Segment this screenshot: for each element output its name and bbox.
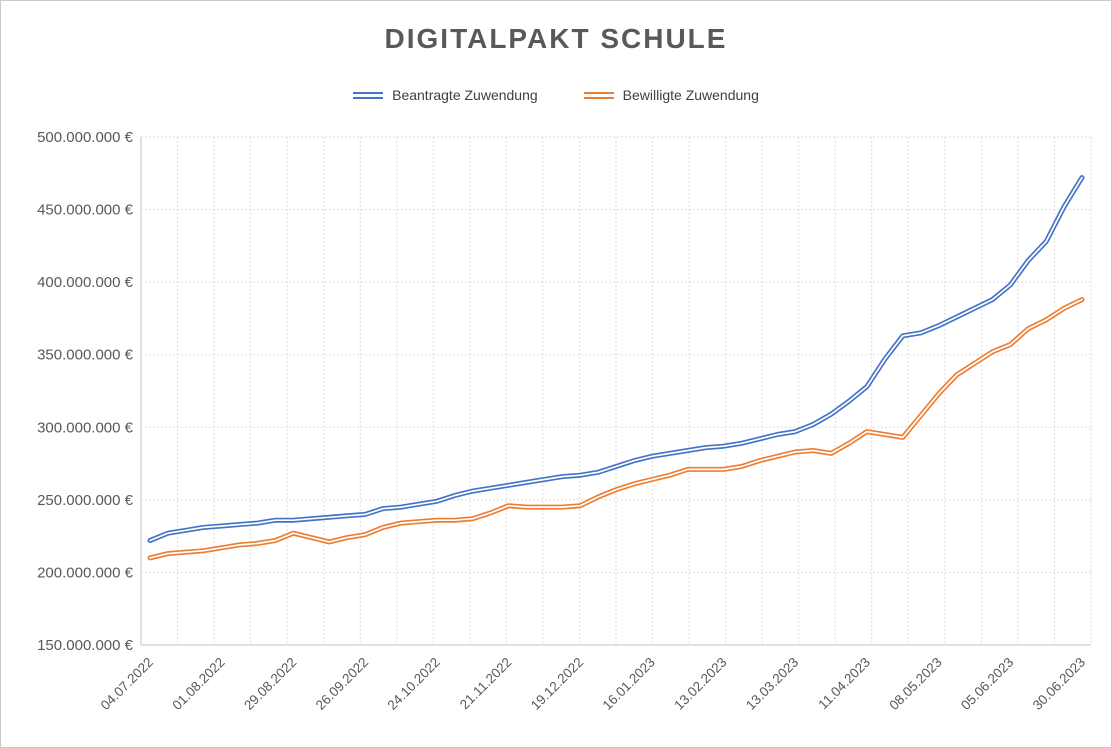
svg-text:21.11.2022: 21.11.2022	[457, 655, 515, 713]
x-axis-labels: 04.07.2022 01.08.2022 29.08.2022 26.09.2022…	[98, 655, 1088, 713]
svg-text:400.000.000 €: 400.000.000 €	[37, 274, 134, 291]
svg-text:26.09.2022: 26.09.2022	[313, 655, 371, 713]
svg-text:350.000.000 €: 350.000.000 €	[37, 347, 134, 364]
svg-text:24.10.2022: 24.10.2022	[384, 655, 442, 713]
svg-text:01.08.2022: 01.08.2022	[169, 655, 227, 713]
svg-text:13.02.2023: 13.02.2023	[671, 655, 729, 713]
legend-item-bewilligte-zuwendung: Bewilligte Zuwendung	[583, 87, 759, 103]
series-line-beantragte-zuwendung	[147, 175, 1085, 543]
y-axis-labels: 500.000.000 € 450.000.000 € 400.000.000 € 3…	[37, 129, 134, 654]
svg-text:250.000.000 €: 250.000.000 €	[37, 492, 134, 509]
svg-text:11.04.2023: 11.04.2023	[815, 655, 873, 713]
legend-item-beantragte-zuwendung: Beantragte Zuwendung	[353, 87, 538, 103]
svg-text:16.01.2023: 16.01.2023	[600, 655, 658, 713]
legend-label-bewilligte: Bewilligte Zuwendung	[622, 87, 759, 103]
series-line-bewilligte-zuwendung	[147, 297, 1085, 561]
legend-line-swatch-bewilligte	[583, 91, 614, 99]
svg-text:19.12.2022: 19.12.2022	[528, 655, 586, 713]
chart-title: DIGITALPAKT SCHULE	[384, 23, 728, 54]
svg-text:29.08.2022: 29.08.2022	[241, 655, 299, 713]
svg-text:30.06.2023: 30.06.2023	[1030, 655, 1088, 713]
svg-text:08.05.2023: 08.05.2023	[886, 655, 944, 713]
y-gridlines	[141, 136, 1091, 646]
legend: Beantragte Zuwendung Bewilligte Zuwendun…	[1, 87, 1111, 103]
svg-text:450.000.000 €: 450.000.000 €	[37, 202, 134, 219]
svg-text:200.000.000 €: 200.000.000 €	[37, 564, 134, 581]
svg-text:500.000.000 €: 500.000.000 €	[37, 129, 134, 146]
legend-line-swatch-beantragte	[353, 91, 384, 99]
legend-label-beantragte: Beantragte Zuwendung	[392, 87, 538, 103]
svg-text:04.07.2022: 04.07.2022	[98, 655, 156, 713]
svg-text:13.03.2023: 13.03.2023	[743, 655, 801, 713]
x-gridlines	[140, 137, 1092, 645]
svg-text:300.000.000 €: 300.000.000 €	[37, 419, 134, 436]
svg-text:05.06.2023: 05.06.2023	[958, 655, 1016, 713]
svg-text:150.000.000 €: 150.000.000 €	[37, 637, 134, 654]
